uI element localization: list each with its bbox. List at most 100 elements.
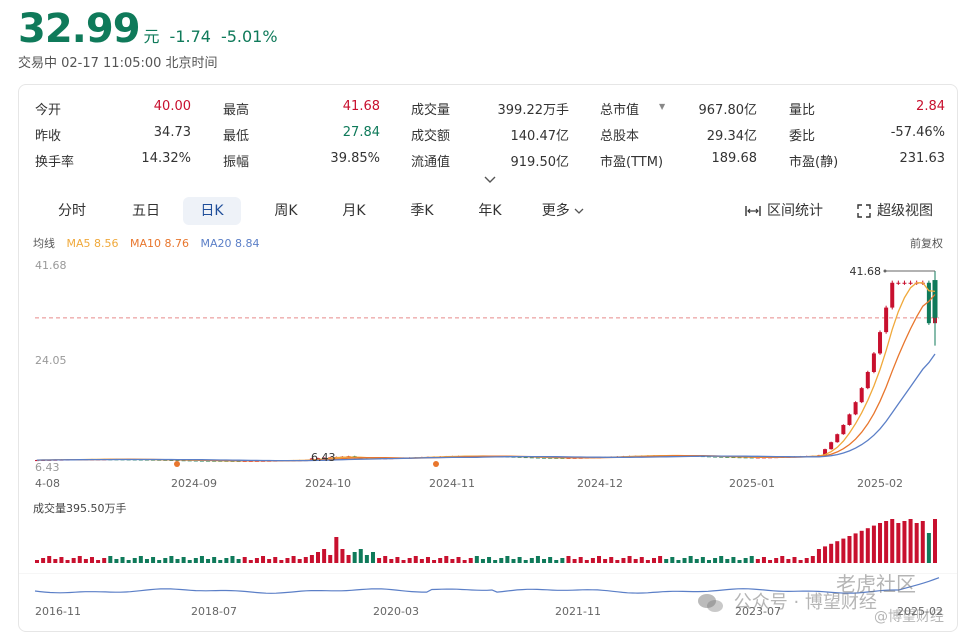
adjust-mode[interactable]: 前复权 [910,237,943,250]
watermark-handle: @博望财经 [874,609,944,625]
y-tick-label: 24.05 [35,354,67,367]
volume-bar [340,549,345,563]
volume-bar [572,559,577,563]
candle-body [731,457,736,459]
nav-tick-label: 2023-07 [735,605,781,618]
volume-bar [853,533,858,563]
volume-chart [35,519,937,563]
tab-monthly-k[interactable]: 月K [342,203,366,219]
volume-bar [432,560,437,563]
volume-bar [352,552,357,563]
volume-bar [670,557,675,563]
stat-label: 流通值 [411,155,451,170]
volume-bar [71,558,76,563]
candle-body [896,282,901,284]
volume-bar [664,559,669,563]
volume-bar [438,558,443,563]
volume-bar [126,560,131,563]
volume-bar [719,556,724,563]
volume-bar [474,556,479,563]
volume-bar [682,558,687,563]
volume-bar [676,560,681,563]
volume-bar [267,559,272,563]
candle-body [829,442,834,450]
fullscreen-icon [857,204,871,218]
volume-bar [493,560,498,563]
volume-bar [47,556,52,563]
candle-body [713,456,718,458]
volume-bar [102,558,107,563]
volume-bar [694,559,699,563]
tab-more[interactable]: 更多 [535,197,591,225]
nav-tick-label: 2021-11 [555,605,601,618]
tab-quarterly-k[interactable]: 季K [410,203,434,219]
volume-bar [590,558,595,563]
volume-bar [425,557,430,563]
volume-bar [144,559,149,563]
interval-stats-button[interactable]: 区间统计 [745,197,823,225]
stat-value: 919.50亿 [510,155,570,170]
volume-bar [273,557,278,563]
volume-bar [413,556,418,563]
volume-bar [584,560,589,563]
candle-body [835,434,840,443]
volume-bar [878,523,883,563]
caret-down-icon[interactable]: ▼ [659,102,666,111]
volume-bar [358,549,363,563]
volume-bar [83,559,88,563]
stats-grid: 今开 40.00 最高 41.68 成交量 399.22万手 总市值 ▼ 967.80亿 量比 2.… [35,95,945,173]
stat-label[interactable]: 总市值 [600,103,640,118]
tab-intraday[interactable]: 分时 [58,203,86,219]
volume-bar [377,558,382,563]
volume-bar [871,525,876,563]
tab-five-day[interactable]: 五日 [132,203,160,219]
volume-bar [230,556,235,563]
chevron-down-icon[interactable] [483,175,497,185]
event-dot [433,461,439,467]
candle-body [719,456,724,458]
current-price: 32.99 [18,6,141,52]
stat-label: 最低 [223,129,250,144]
tab-weekly-k[interactable]: 周K [274,203,298,219]
candle-body [706,456,711,458]
volume-label: 成交量395.50万手 [33,502,127,515]
candlestick-chart[interactable]: 41.68 24.05 6.43 41.68 6.43 4-08 2024-09 2024-1… [19,255,957,495]
nav-tick-label: 2020-03 [373,605,419,618]
volume-bar [835,541,840,563]
volume-bar [645,560,650,563]
stat-label: 今开 [35,103,62,118]
candle-body [865,371,870,389]
volume-bar [597,556,602,563]
candle-body [878,332,883,354]
volume-bar [389,559,394,563]
volume-bar [688,556,693,563]
tab-yearly-k[interactable]: 年K [478,203,502,219]
stat-label: 换手率 [35,155,75,170]
volume-bar [859,530,864,563]
volume-bar [395,557,400,563]
candle-body [535,457,540,459]
volume-bar [297,559,302,563]
stat-label: 最高 [223,103,250,118]
volume-bar [401,560,406,563]
candle-body [908,282,913,284]
volume-bar [615,560,620,563]
nav-tick-label: 2025-02 [897,605,943,618]
volume-bar [548,557,553,563]
candle-body [859,388,864,403]
volume-bar [450,559,455,563]
stat-row: 昨收 34.73 最低 27.84 成交额 140.47亿 总股本 29.34亿 委比 -57.4… [35,121,945,147]
volume-bar [523,560,528,563]
volume-bar [914,523,919,563]
volume-bar [810,556,815,563]
stat-label: 委比 [789,129,816,144]
x-tick-label: 2024-12 [577,477,623,490]
volume-bar [291,556,296,563]
volume-bar [468,558,473,563]
volume-bar [163,558,168,563]
super-view-button[interactable]: 超级视图 [857,197,933,225]
volume-bar [542,559,547,563]
tab-daily-k[interactable]: 日K [183,197,241,225]
ma-legend: 均线 MA5 8.56 MA10 8.76 MA20 8.84 [33,235,268,251]
range-navigator[interactable]: 2016-11 2018-07 2020-03 2021-11 2023-07 2025-… [19,573,957,619]
